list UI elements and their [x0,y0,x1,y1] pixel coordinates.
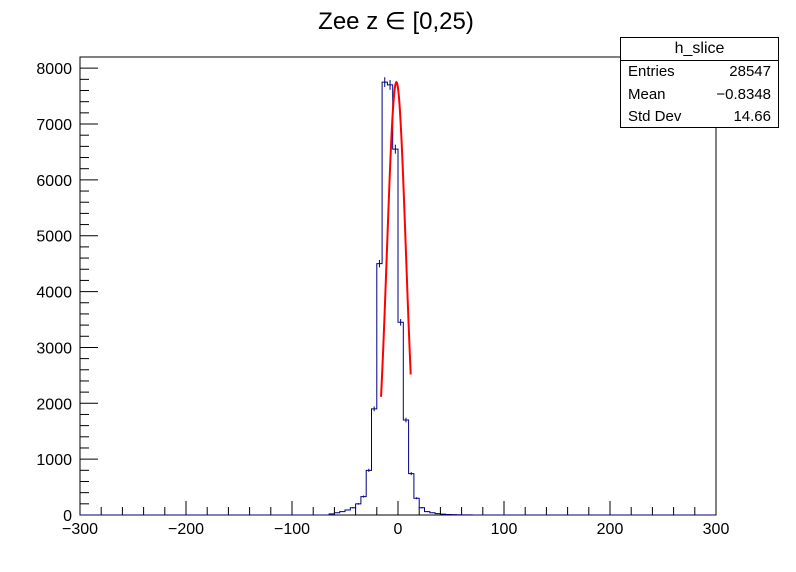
x-tick-label: 200 [597,521,624,538]
x-tick-label: 0 [394,521,403,538]
y-tick-label: 8000 [36,61,72,78]
chart-title: Zee z ∈ [0,25) [318,8,474,35]
y-tick-label: 5000 [36,229,72,246]
y-tick-labels: 0 1000 2000 3000 4000 5000 6000 7000 8000 [36,61,72,525]
stats-row-mean: Mean −0.8348 [621,84,778,107]
x-tick-label: −100 [274,521,310,538]
y-tick-label: 4000 [36,285,72,302]
bin-error-bars [331,77,476,515]
stats-label: Entries [628,63,675,80]
x-tick-label: 100 [491,521,518,538]
stats-row-stddev: Std Dev 14.66 [621,106,778,129]
stats-value: 28547 [729,63,771,80]
x-tick-label: 300 [703,521,730,538]
x-tick-label: −300 [62,521,98,538]
gaussian-fit-line [380,80,412,397]
stats-value: −0.8348 [716,85,771,103]
axis-ticks [79,56,717,516]
stats-value: 14.66 [733,108,771,125]
y-tick-label: 2000 [36,396,72,413]
y-tick-label: 3000 [36,340,72,357]
y-tick-label: 0 [63,508,72,525]
stats-label: Std Dev [628,108,682,125]
histogram-step-line [80,81,716,516]
y-tick-label: 7000 [36,117,72,134]
stats-title: h_slice [621,38,778,61]
stats-label: Mean [628,85,666,103]
stats-box: h_slice Entries 28547 Mean −0.8348 Std D… [620,37,779,128]
x-tick-label: −200 [168,521,204,538]
x-tick-labels: −300 −200 −100 0 100 200 300 [62,521,729,538]
y-tick-label: 6000 [36,173,72,190]
y-tick-label: 1000 [36,452,72,469]
stats-row-entries: Entries 28547 [621,61,778,84]
